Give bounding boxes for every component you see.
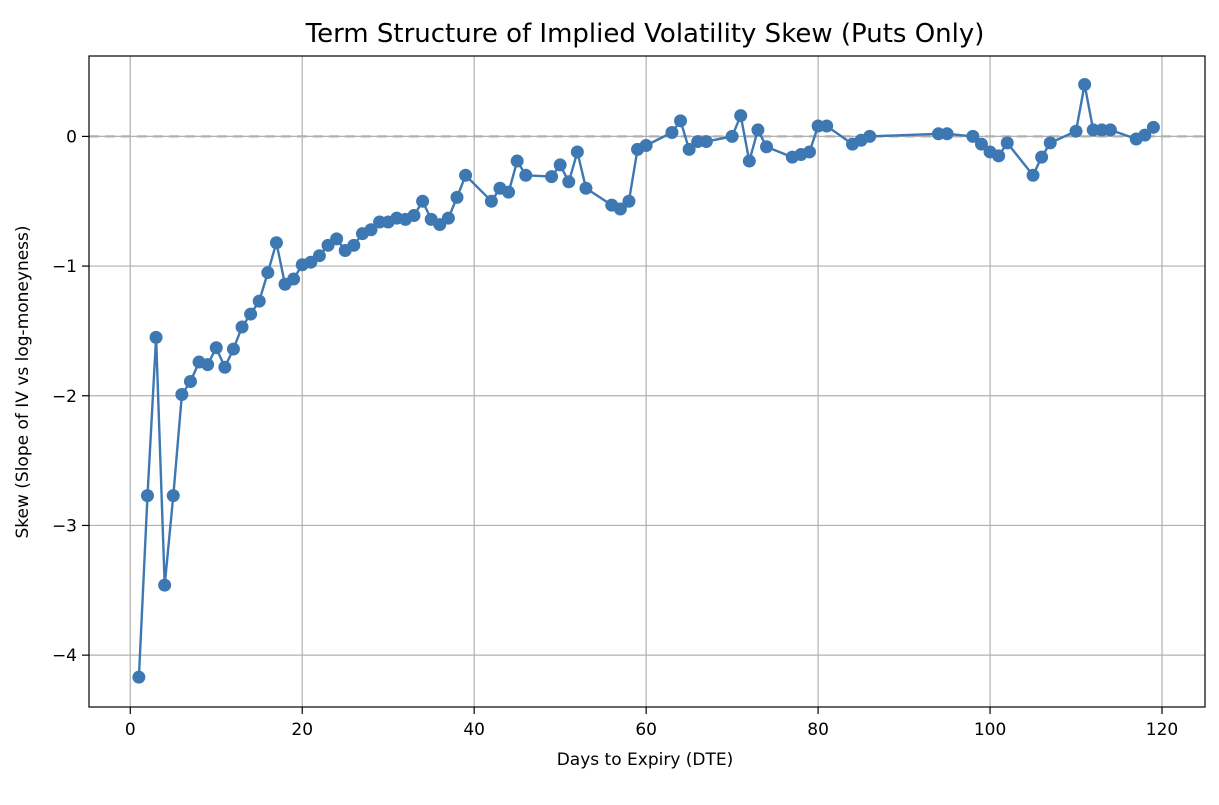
series-group — [132, 78, 1160, 684]
data-point — [553, 158, 567, 172]
data-point — [734, 109, 748, 123]
plot-frame — [88, 55, 1206, 708]
data-point — [441, 211, 455, 225]
data-point — [209, 341, 223, 355]
data-point — [218, 360, 232, 374]
y-tick-label: −2 — [52, 387, 77, 407]
x-axis-label: Days to Expiry (DTE) — [557, 750, 734, 770]
data-point — [287, 272, 301, 286]
data-point — [570, 145, 584, 159]
data-point — [484, 194, 498, 208]
data-point — [1069, 124, 1083, 138]
data-point — [416, 194, 430, 208]
data-point — [802, 145, 816, 159]
data-point — [966, 129, 980, 143]
data-point — [940, 127, 954, 141]
data-point — [1138, 128, 1152, 142]
data-point — [459, 168, 473, 182]
data-point — [183, 375, 197, 388]
data-point — [1078, 78, 1092, 92]
data-point — [545, 170, 559, 184]
data-point — [519, 168, 533, 182]
data-point — [974, 137, 988, 151]
ticks-group: 0 20 40 60 80 100 120 −4 −3 −2 −1 0 — [52, 127, 1178, 740]
x-tick-label: 40 — [463, 720, 485, 740]
data-point — [699, 135, 713, 149]
data-point — [226, 342, 240, 356]
data-point — [622, 194, 636, 208]
x-tick-label: 20 — [291, 720, 313, 740]
y-axis-label: Skew (Slope of IV vs log-moneyness) — [13, 225, 33, 538]
data-point — [863, 129, 877, 143]
data-point — [1043, 136, 1057, 150]
data-point — [725, 129, 739, 143]
data-point — [820, 119, 834, 133]
y-tick-label: −4 — [52, 646, 77, 666]
data-point — [407, 209, 421, 223]
data-point — [166, 489, 180, 503]
data-point — [674, 114, 688, 128]
data-point — [269, 236, 283, 250]
data-point — [347, 238, 361, 252]
data-point — [992, 149, 1006, 163]
data-point — [760, 140, 774, 154]
data-point — [330, 232, 344, 246]
y-tick-label: −3 — [52, 516, 77, 536]
data-point — [244, 307, 258, 321]
data-point — [502, 185, 516, 199]
y-tick-label: 0 — [66, 127, 77, 147]
data-point — [132, 670, 146, 684]
data-point — [175, 387, 189, 401]
data-point — [201, 358, 215, 372]
data-point — [158, 578, 172, 592]
x-tick-label: 80 — [807, 720, 829, 740]
data-point — [261, 266, 275, 280]
data-point — [1035, 150, 1049, 164]
data-point — [751, 123, 765, 137]
data-point — [510, 154, 524, 168]
x-tick-label: 60 — [635, 720, 657, 740]
data-point — [562, 175, 576, 189]
data-point — [450, 190, 464, 204]
x-tick-label: 120 — [1146, 720, 1178, 740]
data-point — [742, 154, 756, 168]
data-point — [364, 223, 378, 237]
data-point — [235, 320, 249, 334]
data-point — [1026, 168, 1040, 182]
data-point — [682, 142, 696, 156]
data-point — [149, 330, 163, 344]
x-tick-label: 0 — [125, 720, 136, 740]
data-point — [1146, 120, 1160, 134]
data-point — [665, 126, 679, 140]
data-point — [312, 249, 326, 263]
x-tick-label: 100 — [974, 720, 1006, 740]
data-point — [579, 181, 593, 195]
data-point — [252, 294, 266, 308]
data-point — [639, 138, 653, 152]
y-tick-label: −1 — [52, 257, 77, 277]
data-point — [140, 489, 154, 503]
data-point — [1103, 123, 1117, 137]
data-point — [1000, 136, 1014, 150]
data-point — [613, 202, 627, 216]
chart-title: Term Structure of Implied Volatility Ske… — [305, 19, 985, 49]
